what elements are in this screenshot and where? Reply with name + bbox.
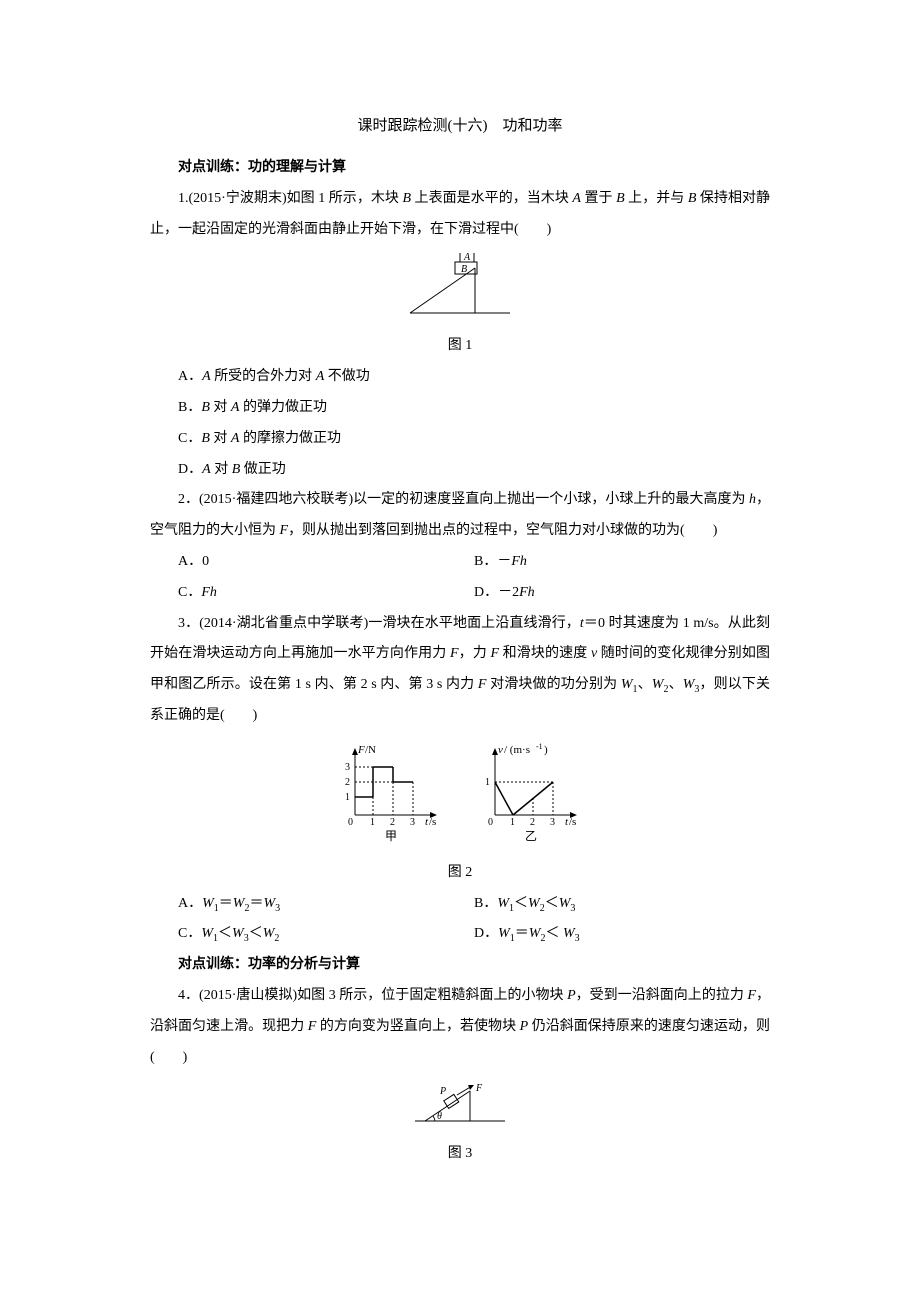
question-2-text: 2．(2015·福建四地六校联考)以一定的初速度竖直向上抛出一个小球，小球上升的…	[150, 485, 770, 547]
svg-text:2: 2	[345, 777, 350, 788]
svg-text:1: 1	[485, 777, 490, 788]
question-4-text: 4．(2015·唐山模拟)如图 3 所示，位于固定粗糙斜面上的小物块 P，受到一…	[150, 981, 770, 1073]
question-3-text: 3．(2014·湖北省重点中学联考)一滑块在水平地面上沿直线滑行，t＝0 时其速…	[150, 609, 770, 732]
svg-text:/ (m·s: / (m·s	[504, 744, 530, 756]
q1-option-a: A．A 所受的合外力对 A 不做功	[150, 362, 770, 393]
svg-text:/s: /s	[569, 816, 576, 828]
svg-text:0: 0	[488, 817, 493, 828]
svg-text:1: 1	[345, 792, 350, 803]
svg-text:甲: 甲	[385, 829, 397, 843]
q1-part-c: 置于	[581, 191, 616, 206]
q1-option-d: D．A 对 B 做正功	[150, 455, 770, 486]
q1-option-c: C．B 对 A 的摩擦力做正功	[150, 424, 770, 455]
figure-2: F/N 1 2 3 0 1 2 3 t/s 甲	[150, 740, 770, 850]
svg-text:P: P	[439, 1086, 446, 1097]
q1-option-b: B．B 对 A 的弹力做正功	[150, 393, 770, 424]
svg-text:3: 3	[550, 817, 555, 828]
q2-option-b: B．－Fh	[474, 547, 770, 578]
svg-text:/N: /N	[365, 744, 376, 756]
section-2-header: 对点训练：功率的分析与计算	[150, 950, 770, 981]
svg-text:A: A	[463, 253, 471, 263]
figure-3-label: 图 3	[150, 1139, 770, 1170]
section-1-header: 对点训练：功的理解与计算	[150, 153, 770, 184]
figure-3: θ P F	[150, 1081, 770, 1131]
q3-option-b: B．W1＜W2＜W3	[474, 889, 770, 920]
q1-part-d: 上，并与	[625, 191, 688, 206]
svg-text:乙: 乙	[525, 829, 537, 843]
svg-text:θ: θ	[437, 1111, 442, 1122]
q1-part-a: 1.(2015·宁波期末)如图 1 所示，木块	[178, 191, 402, 206]
svg-text:3: 3	[345, 762, 350, 773]
q3-option-c: C．W1＜W3＜W2	[178, 919, 474, 950]
svg-text:F: F	[475, 1083, 483, 1094]
svg-text:2: 2	[390, 817, 395, 828]
question-1-text: 1.(2015·宁波期末)如图 1 所示，木块 B 上表面是水平的，当木块 A …	[150, 184, 770, 246]
svg-text:): )	[544, 744, 548, 756]
svg-text:F: F	[357, 744, 365, 756]
svg-text:1: 1	[370, 817, 375, 828]
figure-1: A B	[150, 253, 770, 323]
q2-option-c: C．Fh	[178, 578, 474, 609]
svg-text:2: 2	[530, 817, 535, 828]
q1-part-b: 上表面是水平的，当木块	[411, 191, 572, 206]
figure-2-label: 图 2	[150, 858, 770, 889]
q2-option-d: D．－2Fh	[474, 578, 770, 609]
svg-text:v: v	[498, 744, 503, 756]
svg-text:-1: -1	[536, 742, 543, 751]
page-title: 课时跟踪检测(十六) 功和功率	[150, 110, 770, 143]
svg-text:1: 1	[510, 817, 515, 828]
svg-text:/s: /s	[429, 816, 436, 828]
q3-option-a: A．W1＝W2＝W3	[178, 889, 474, 920]
q3-option-d: D．W1＝W2＜ W3	[474, 919, 770, 950]
q2-option-a: A．0	[178, 547, 474, 578]
figure-1-label: 图 1	[150, 331, 770, 362]
svg-text:3: 3	[410, 817, 415, 828]
svg-text:B: B	[461, 264, 467, 275]
svg-text:0: 0	[348, 817, 353, 828]
